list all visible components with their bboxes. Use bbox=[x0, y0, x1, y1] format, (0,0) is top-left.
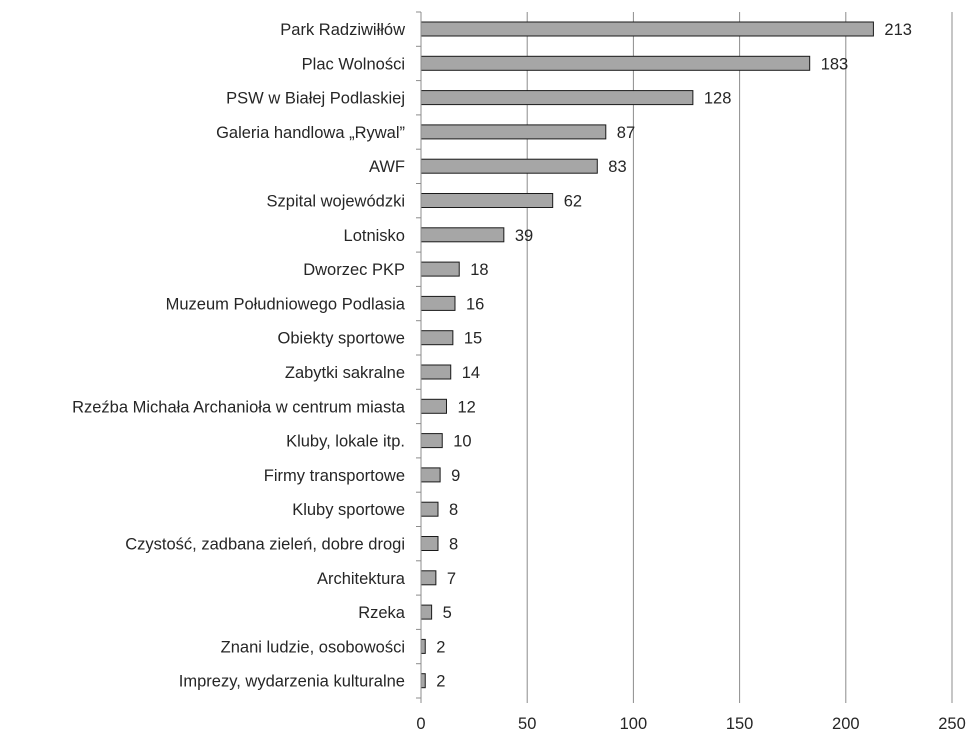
bar bbox=[420, 21, 874, 37]
data-label: 5 bbox=[443, 604, 452, 622]
bar bbox=[420, 55, 811, 71]
category-label: Imprezy, wydarzenia kulturalne bbox=[179, 673, 405, 691]
category-label: Rzeka bbox=[358, 604, 406, 622]
data-label: 18 bbox=[470, 261, 488, 279]
bar bbox=[420, 570, 437, 586]
bars-layer bbox=[420, 21, 874, 689]
data-label: 7 bbox=[447, 570, 456, 588]
category-label: Rzeźba Michała Archanioła w centrum mias… bbox=[72, 398, 406, 416]
data-label: 8 bbox=[449, 536, 458, 554]
bar bbox=[420, 261, 460, 277]
category-label: AWF bbox=[369, 158, 405, 176]
bar bbox=[420, 536, 439, 551]
bar bbox=[420, 398, 447, 414]
data-label: 15 bbox=[464, 330, 482, 348]
data-label: 62 bbox=[564, 193, 582, 211]
category-label: Kluby, lokale itp. bbox=[286, 433, 405, 451]
x-tick-label: 50 bbox=[518, 715, 536, 733]
bar bbox=[420, 330, 454, 346]
category-label: Lotnisko bbox=[344, 227, 405, 245]
bar bbox=[420, 227, 505, 243]
category-label: Architektura bbox=[317, 570, 406, 588]
bar bbox=[420, 124, 607, 140]
data-label: 10 bbox=[453, 433, 471, 451]
bar bbox=[420, 90, 694, 106]
x-tick-label: 250 bbox=[938, 715, 966, 733]
bar bbox=[420, 673, 426, 689]
category-label: Obiekty sportowe bbox=[278, 330, 405, 348]
bar bbox=[420, 467, 441, 483]
data-label: 83 bbox=[608, 158, 626, 176]
data-label: 128 bbox=[704, 90, 732, 108]
x-tick-label: 0 bbox=[416, 715, 425, 733]
axis-layer: 0 50 100 150 200 250 bbox=[416, 11, 966, 733]
category-label: Firmy transportowe bbox=[264, 467, 405, 485]
data-label: 16 bbox=[466, 295, 484, 313]
data-label: 9 bbox=[451, 467, 460, 485]
bar bbox=[420, 158, 598, 174]
category-label: Kluby sportowe bbox=[292, 501, 405, 519]
category-label: Czystość, zadbana zieleń, dobre drogi bbox=[125, 536, 405, 554]
bar bbox=[420, 433, 443, 449]
bar bbox=[420, 295, 456, 311]
data-label: 2 bbox=[436, 638, 445, 656]
x-tick-label: 200 bbox=[832, 715, 860, 733]
category-label: Znani ludzie, osobowości bbox=[221, 638, 405, 656]
category-label: Zabytki sakralne bbox=[285, 364, 405, 382]
data-label: 12 bbox=[457, 398, 475, 416]
bar bbox=[420, 364, 452, 380]
grid-layer bbox=[526, 12, 953, 703]
category-label: Dworzec PKP bbox=[303, 261, 405, 279]
labels-layer: Park Radziwiłłów 213 Plac Wolności 183 PSW w… bbox=[72, 21, 912, 691]
category-label: Park Radziwiłłów bbox=[280, 21, 405, 39]
data-label: 39 bbox=[515, 227, 533, 245]
category-label: Plac Wolności bbox=[302, 55, 405, 73]
data-label: 213 bbox=[884, 21, 912, 39]
data-label: 2 bbox=[436, 673, 445, 691]
x-tick-label: 150 bbox=[726, 715, 754, 733]
bar bbox=[420, 604, 433, 620]
bar bbox=[420, 638, 426, 654]
category-label: Galeria handlowa „Rywal” bbox=[216, 124, 405, 142]
bar bbox=[420, 501, 439, 517]
data-label: 14 bbox=[462, 364, 480, 382]
data-label: 87 bbox=[617, 124, 635, 142]
x-tick-label: 100 bbox=[620, 715, 648, 733]
data-label: 183 bbox=[821, 55, 849, 73]
bar bbox=[420, 193, 554, 208]
category-label: Szpital wojewódzki bbox=[267, 193, 405, 211]
category-label: Muzeum Południowego Podlasia bbox=[166, 295, 406, 313]
data-label: 8 bbox=[449, 501, 458, 519]
category-label: PSW w Białej Podlaskiej bbox=[226, 90, 405, 108]
